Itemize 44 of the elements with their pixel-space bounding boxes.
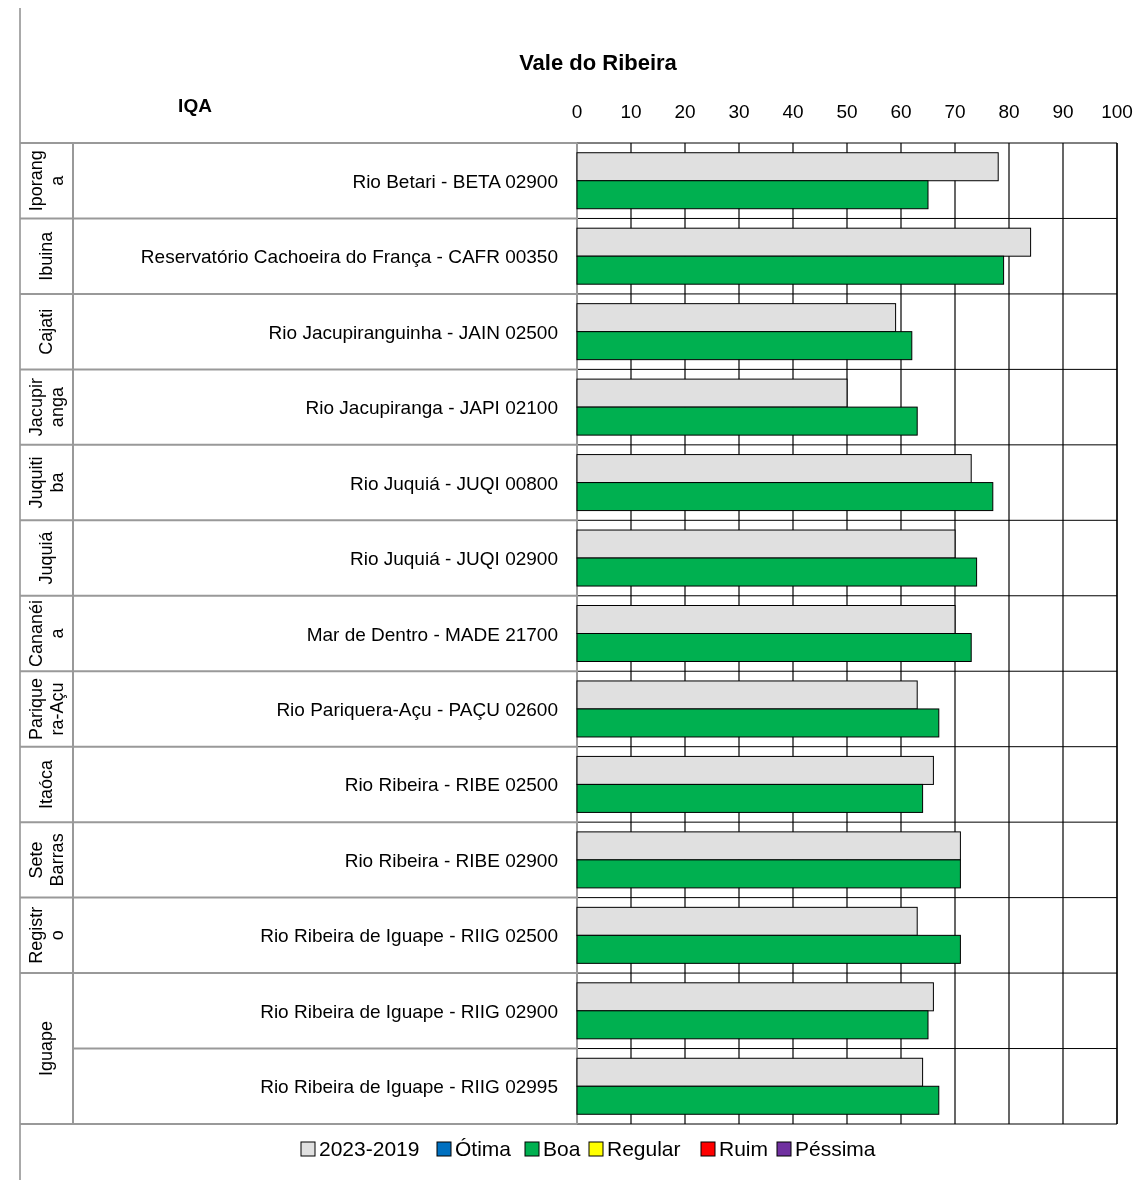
- text: Itaóca: [36, 758, 56, 809]
- x-tick-label: 0: [571, 101, 583, 122]
- x-tick-label: 40: [782, 101, 804, 122]
- x-tick-label: 100: [1101, 101, 1133, 122]
- x-tick-label: 90: [1052, 101, 1074, 122]
- text: Juquiá: [36, 530, 56, 585]
- x-tick-label: 60: [890, 101, 912, 122]
- legend-label: Boa: [543, 1137, 581, 1160]
- y-tick-label: Rio Jacupiranguinha - JAIN 02500: [268, 321, 558, 343]
- text: Iguape: [36, 1021, 56, 1077]
- legend-label: Regular: [607, 1137, 681, 1160]
- text: Pariquera-Açu: [25, 677, 67, 740]
- chart-title: Vale do Ribeira: [519, 50, 678, 75]
- x-tick-label: 50: [836, 101, 858, 122]
- text: Ibuina: [36, 230, 56, 281]
- y-tick-label: Rio Juquiá - JUQI 00800: [349, 472, 558, 494]
- y-tick-label: Rio Ribeira de Iguape - RIIG 02900: [260, 1000, 558, 1022]
- text: Juquitiba: [25, 456, 67, 509]
- text: Cananéia: [25, 599, 67, 668]
- y-tick-label: Mar de Dentro - MADE 21700: [306, 623, 558, 645]
- y-tick-label: Rio Betari - BETA 02900: [352, 170, 558, 192]
- text: Cajati: [36, 308, 56, 355]
- y-tick-label: Rio Ribeira de Iguape - RIIG 02500: [260, 925, 558, 947]
- y-tick-label: Rio Juquiá - JUQI 02900: [349, 548, 558, 570]
- x-tick-label: 30: [728, 101, 750, 122]
- legend-label: Ótima: [455, 1137, 512, 1160]
- y-tick-label: Rio Ribeira - RIBE 02500: [344, 774, 558, 796]
- x-tick-label: 20: [674, 101, 696, 122]
- legend-label: Péssima: [795, 1137, 876, 1160]
- y-tick-label: Rio Jacupiranga - JAPI 02100: [305, 397, 558, 419]
- text: Sete Barras: [25, 833, 67, 887]
- text: Registro: [25, 906, 67, 964]
- x-tick-label: 10: [620, 101, 642, 122]
- y-tick-label: Rio Ribeira - RIBE 02900: [344, 849, 558, 871]
- y-tick-label: Reservatório Cachoeira do França - CAFR 00350: [140, 246, 558, 268]
- x-tick-label: 80: [998, 101, 1020, 122]
- legend-label: 2023-2019: [319, 1137, 420, 1160]
- y-axis-title: IQA: [178, 95, 213, 116]
- x-tick-label: 70: [944, 101, 966, 122]
- legend-label: Ruim: [719, 1137, 769, 1160]
- text: Jacupiranga: [25, 378, 67, 437]
- y-tick-label: Rio Ribeira de Iguape - RIIG 02995: [260, 1076, 558, 1098]
- text: Iporanga: [25, 150, 67, 212]
- y-tick-label: Rio Pariquera-Açu - PAÇU 02600: [276, 698, 558, 720]
